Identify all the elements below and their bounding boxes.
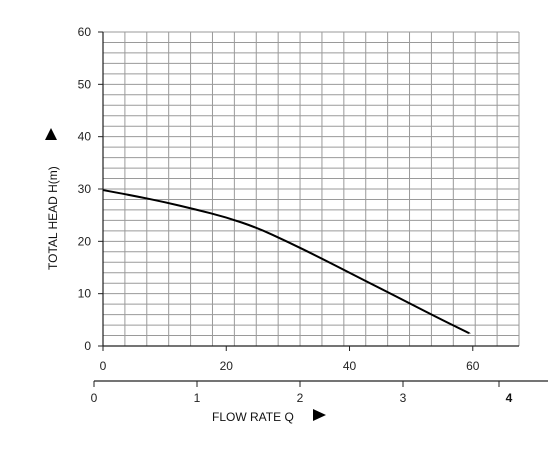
y-axis-label: TOTAL HEAD H(m) bbox=[46, 166, 60, 270]
x-bottom-tick-labels: 0 1 2 3 4 bbox=[91, 391, 513, 405]
x-top-tick-label: 40 bbox=[343, 359, 357, 373]
y-tick-label: 40 bbox=[78, 130, 92, 144]
y-tick-label: 20 bbox=[78, 234, 92, 248]
x-bottom-tick-label: 2 bbox=[297, 391, 304, 405]
y-tick-labels: 0 10 20 30 40 50 60 bbox=[78, 25, 92, 353]
series-line bbox=[102, 189, 471, 335]
x-top-tick-label: 60 bbox=[466, 359, 480, 373]
series-layer bbox=[102, 189, 471, 335]
x-top-tick-label: 20 bbox=[220, 359, 234, 373]
x-bottom-tick-label: 1 bbox=[194, 391, 201, 405]
y-tick-label: 30 bbox=[78, 182, 92, 196]
y-tick-label: 60 bbox=[78, 25, 92, 39]
x-axis-label: FLOW RATE Q bbox=[212, 410, 294, 424]
x-bottom-tick-label: 3 bbox=[400, 391, 407, 405]
y-tick-label: 0 bbox=[84, 339, 91, 353]
y-tick-label: 50 bbox=[78, 77, 92, 91]
grid bbox=[102, 31, 520, 347]
x-bottom-tick-label: 0 bbox=[91, 391, 98, 405]
x-bottom-tick-label: 4 bbox=[506, 391, 513, 405]
x-axis-arrow-icon bbox=[313, 409, 326, 421]
x-top-tick-labels: 0 20 40 60 bbox=[100, 359, 480, 373]
axes bbox=[93, 31, 548, 387]
y-tick-label: 10 bbox=[78, 287, 92, 301]
y-axis-arrow-icon bbox=[45, 128, 57, 140]
x-top-tick-label: 0 bbox=[100, 359, 107, 373]
